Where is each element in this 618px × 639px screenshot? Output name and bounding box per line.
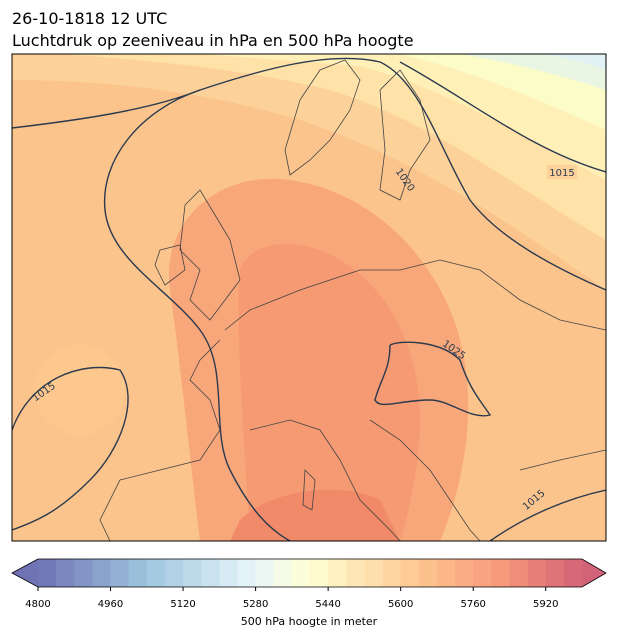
colorbar-cell [273, 559, 293, 587]
colorbar-cell [382, 559, 401, 587]
colorbar-cell [219, 559, 238, 587]
colorbar-cell [491, 559, 510, 587]
band [340, 54, 606, 130]
colorbar-tick-label: 4800 [25, 599, 50, 610]
colorbar-cell [164, 559, 184, 587]
colorbar-cell [436, 559, 456, 587]
colorbar-cell [527, 559, 547, 587]
colorbar: 4800 4960 5120 5280 5440 5600 5760 5920 500 hPa … [11, 558, 607, 628]
colorbar-cell [128, 559, 148, 587]
colorbar-cell [38, 559, 57, 587]
colorbar-cell [183, 559, 202, 587]
colorbar-cell [455, 559, 474, 587]
map-frame [11, 53, 607, 542]
colorbar-cell [237, 559, 256, 587]
colorbar-label: 500 hPa hoogte in meter [241, 615, 378, 628]
colorbar-tick-label: 5440 [315, 599, 340, 610]
coastlines [99, 59, 606, 541]
colorbar-cell [346, 559, 365, 587]
colorbar-cell [92, 559, 111, 587]
subtitle: Luchtdruk op zeeniveau in hPa en 500 hPa… [12, 31, 414, 50]
title: 26-10-1818 12 UTC [12, 9, 167, 28]
colorbar-tick-label: 4960 [98, 599, 123, 610]
colorbar-cell [473, 559, 492, 587]
colorbar-extend-high [582, 559, 606, 587]
colorbar-tick-label: 5600 [388, 599, 413, 610]
label-bg [547, 165, 577, 179]
colorbar-tick-label: 5760 [460, 599, 485, 610]
isobars [12, 57, 606, 541]
colorbar-cell [310, 559, 329, 587]
map [12, 54, 606, 541]
blob [238, 243, 420, 541]
colorbar-cell [509, 559, 528, 587]
colorbar-cell [364, 559, 383, 587]
colorbar-cell [563, 559, 583, 587]
band [540, 54, 606, 70]
colorbar-cell [255, 559, 275, 587]
colorbar-cell [201, 559, 220, 587]
colorbar-tick-label: 5120 [170, 599, 195, 610]
colorbar-tick-label: 5920 [533, 599, 558, 610]
colorbar-cell [545, 559, 565, 587]
colorbar-cell [74, 559, 93, 587]
colorbar-cell [328, 559, 347, 587]
colorbar-cell [110, 559, 129, 587]
colorbar-cell [56, 559, 75, 587]
band [460, 54, 606, 90]
colorbar-extend-low [12, 559, 38, 587]
isobar-label: 1015 [549, 168, 574, 179]
colorbar-outline [11, 558, 607, 588]
colorbar-cell [146, 559, 166, 587]
colorbar-tick-label: 5280 [243, 599, 268, 610]
colorbar-cell [418, 559, 438, 587]
colorbar-cell [291, 559, 311, 587]
colorbar-cell [400, 559, 420, 587]
